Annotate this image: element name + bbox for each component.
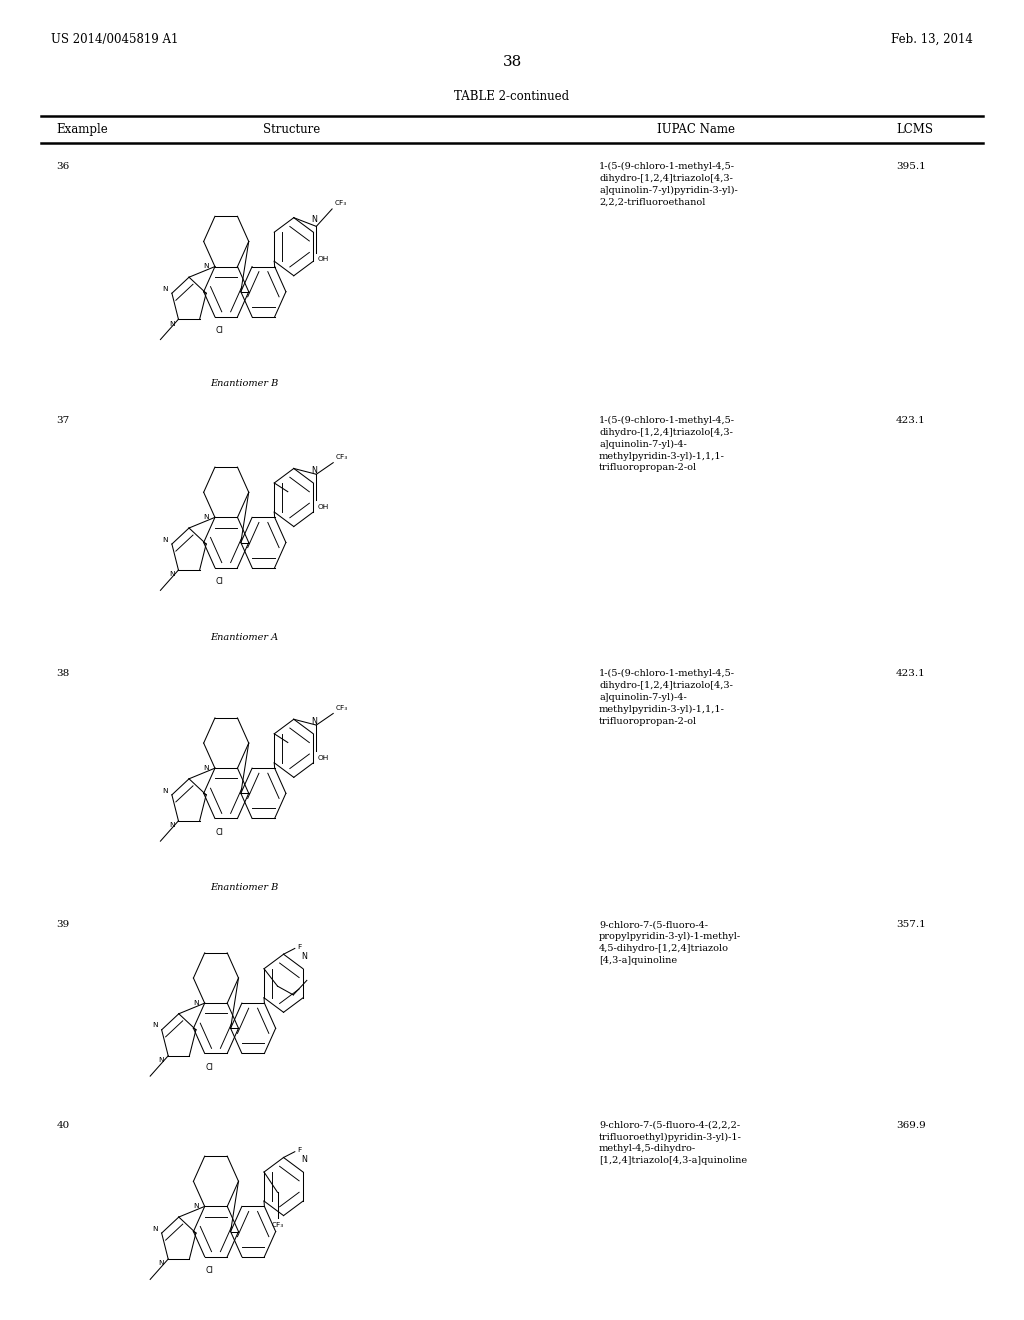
Text: 39: 39 bbox=[56, 920, 70, 929]
Text: N: N bbox=[301, 952, 307, 961]
Text: OH: OH bbox=[317, 504, 329, 511]
Text: N: N bbox=[311, 466, 317, 475]
Text: N: N bbox=[152, 1226, 158, 1232]
Text: 40: 40 bbox=[56, 1121, 70, 1130]
Text: N: N bbox=[311, 215, 317, 224]
Text: 423.1: 423.1 bbox=[896, 669, 926, 678]
Text: N: N bbox=[162, 286, 168, 292]
Text: CF₃: CF₃ bbox=[334, 201, 346, 206]
Text: 37: 37 bbox=[56, 416, 70, 425]
Text: 9-chloro-7-(5-fluoro-4-(2,2,2-
trifluoroethyl)pyridin-3-yl)-1-
methyl-4,5-dihydr: 9-chloro-7-(5-fluoro-4-(2,2,2- trifluoro… bbox=[599, 1121, 748, 1166]
Text: LCMS: LCMS bbox=[896, 123, 933, 136]
Text: N: N bbox=[203, 263, 209, 269]
Text: N: N bbox=[203, 513, 209, 520]
Text: Cl: Cl bbox=[215, 577, 223, 586]
Text: N: N bbox=[169, 321, 174, 326]
Text: 357.1: 357.1 bbox=[896, 920, 926, 929]
Text: 1-(5-(9-chloro-1-methyl-4,5-
dihydro-[1,2,4]triazolo[4,3-
a]quinolin-7-yl)pyridi: 1-(5-(9-chloro-1-methyl-4,5- dihydro-[1,… bbox=[599, 162, 737, 207]
Text: IUPAC Name: IUPAC Name bbox=[657, 123, 735, 136]
Text: N: N bbox=[301, 1155, 307, 1164]
Text: N: N bbox=[311, 717, 317, 726]
Text: N: N bbox=[203, 764, 209, 771]
Text: N: N bbox=[159, 1057, 164, 1063]
Text: 423.1: 423.1 bbox=[896, 416, 926, 425]
Text: Cl: Cl bbox=[215, 326, 223, 335]
Text: 369.9: 369.9 bbox=[896, 1121, 926, 1130]
Text: Enantiomer B: Enantiomer B bbox=[210, 379, 279, 388]
Text: Cl: Cl bbox=[205, 1063, 213, 1072]
Text: CF₃: CF₃ bbox=[335, 454, 347, 459]
Text: 395.1: 395.1 bbox=[896, 162, 926, 172]
Text: Structure: Structure bbox=[263, 123, 321, 136]
Text: N: N bbox=[169, 572, 174, 577]
Text: CF₃: CF₃ bbox=[335, 705, 347, 710]
Text: TABLE 2-continued: TABLE 2-continued bbox=[455, 90, 569, 103]
Text: N: N bbox=[152, 1023, 158, 1028]
Text: N: N bbox=[169, 822, 174, 828]
Text: OH: OH bbox=[317, 755, 329, 762]
Text: CF₃: CF₃ bbox=[271, 1222, 284, 1229]
Text: 38: 38 bbox=[56, 669, 70, 678]
Text: 1-(5-(9-chloro-1-methyl-4,5-
dihydro-[1,2,4]triazolo[4,3-
a]quinolin-7-yl)-4-
me: 1-(5-(9-chloro-1-methyl-4,5- dihydro-[1,… bbox=[599, 669, 735, 726]
Text: N: N bbox=[193, 999, 199, 1006]
Text: N: N bbox=[159, 1261, 164, 1266]
Text: Cl: Cl bbox=[215, 828, 223, 837]
Text: N: N bbox=[162, 788, 168, 793]
Text: 36: 36 bbox=[56, 162, 70, 172]
Text: F: F bbox=[297, 1147, 301, 1154]
Text: Example: Example bbox=[56, 123, 109, 136]
Text: Enantiomer A: Enantiomer A bbox=[210, 632, 279, 642]
Text: N: N bbox=[193, 1203, 199, 1209]
Text: US 2014/0045819 A1: US 2014/0045819 A1 bbox=[51, 33, 178, 46]
Text: F: F bbox=[297, 944, 301, 950]
Text: Feb. 13, 2014: Feb. 13, 2014 bbox=[891, 33, 973, 46]
Text: Cl: Cl bbox=[205, 1266, 213, 1275]
Text: N: N bbox=[162, 537, 168, 543]
Text: 1-(5-(9-chloro-1-methyl-4,5-
dihydro-[1,2,4]triazolo[4,3-
a]quinolin-7-yl)-4-
me: 1-(5-(9-chloro-1-methyl-4,5- dihydro-[1,… bbox=[599, 416, 735, 473]
Text: 38: 38 bbox=[503, 55, 521, 70]
Text: OH: OH bbox=[317, 256, 329, 263]
Text: Enantiomer B: Enantiomer B bbox=[210, 883, 279, 892]
Text: 9-chloro-7-(5-fluoro-4-
propylpyridin-3-yl)-1-methyl-
4,5-dihydro-[1,2,4]triazol: 9-chloro-7-(5-fluoro-4- propylpyridin-3-… bbox=[599, 920, 741, 965]
